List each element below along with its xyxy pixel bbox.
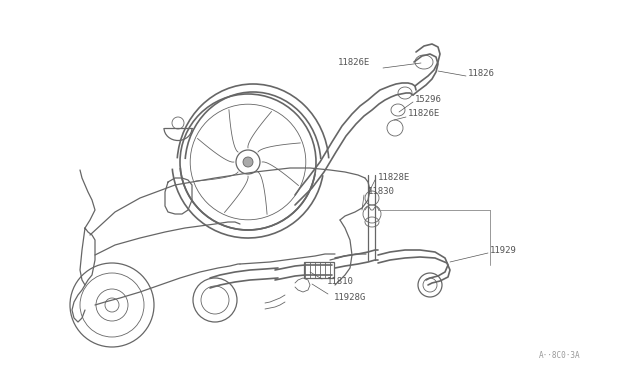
- Text: 15296: 15296: [415, 94, 442, 103]
- Text: 11929: 11929: [490, 246, 517, 254]
- Text: 11830: 11830: [368, 186, 395, 196]
- Text: A··8C0·3A: A··8C0·3A: [539, 350, 581, 359]
- Text: 11828E: 11828E: [378, 173, 410, 182]
- Text: 11928G: 11928G: [334, 292, 366, 301]
- Text: 11826: 11826: [468, 68, 495, 77]
- Text: 11826E: 11826E: [408, 109, 440, 118]
- Circle shape: [243, 157, 253, 167]
- Text: 11826E: 11826E: [338, 58, 371, 67]
- Text: 11810: 11810: [327, 278, 354, 286]
- FancyBboxPatch shape: [304, 262, 334, 278]
